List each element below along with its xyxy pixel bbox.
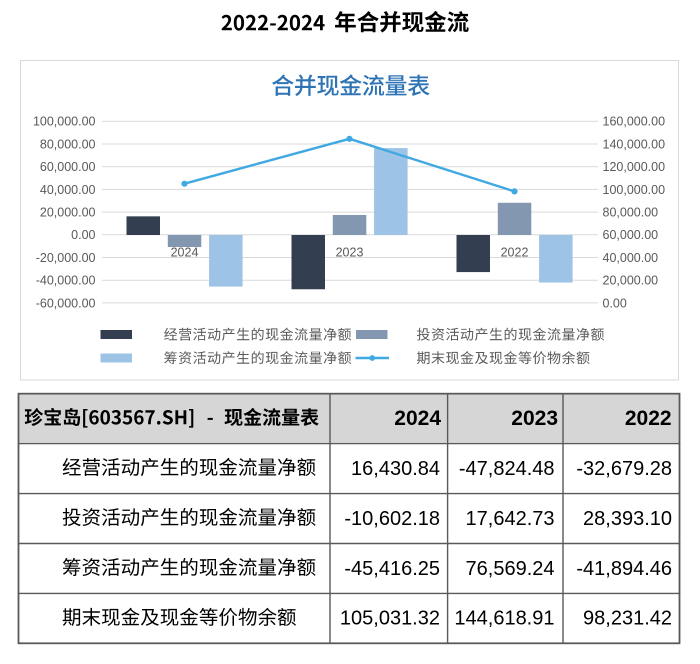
svg-text:-45,416.25: -45,416.25 bbox=[344, 558, 440, 580]
svg-text:160,000.00: 160,000.00 bbox=[603, 115, 666, 129]
svg-text:28,393.10: 28,393.10 bbox=[583, 508, 672, 530]
svg-text:40,000.00: 40,000.00 bbox=[603, 251, 659, 265]
svg-text:17,642.73: 17,642.73 bbox=[466, 508, 555, 530]
svg-text:0.00: 0.00 bbox=[603, 296, 627, 310]
svg-text:-47,824.48: -47,824.48 bbox=[459, 458, 555, 480]
svg-text:2022: 2022 bbox=[501, 245, 529, 259]
svg-text:98,231.42: 98,231.42 bbox=[583, 608, 672, 630]
svg-text:-60,000.00: -60,000.00 bbox=[36, 296, 96, 310]
svg-text:2024: 2024 bbox=[394, 407, 441, 430]
svg-text:100,000.00: 100,000.00 bbox=[33, 115, 96, 129]
svg-text:120,000.00: 120,000.00 bbox=[603, 160, 666, 174]
svg-text:-41,894.46: -41,894.46 bbox=[576, 558, 672, 580]
svg-text:60,000.00: 60,000.00 bbox=[603, 228, 659, 242]
svg-text:-40,000.00: -40,000.00 bbox=[36, 274, 96, 288]
svg-text:0.00: 0.00 bbox=[71, 228, 95, 242]
svg-text:105,031.32: 105,031.32 bbox=[340, 608, 440, 630]
svg-text:100,000.00: 100,000.00 bbox=[603, 183, 666, 197]
svg-text:60,000.00: 60,000.00 bbox=[40, 160, 96, 174]
svg-text:2023: 2023 bbox=[511, 407, 558, 430]
svg-text:2023: 2023 bbox=[336, 245, 364, 259]
svg-text:20,000.00: 20,000.00 bbox=[603, 274, 659, 288]
svg-text:80,000.00: 80,000.00 bbox=[603, 206, 659, 220]
svg-text:-20,000.00: -20,000.00 bbox=[36, 251, 96, 265]
svg-text:40,000.00: 40,000.00 bbox=[40, 183, 96, 197]
svg-text:-10,602.18: -10,602.18 bbox=[344, 508, 440, 530]
svg-text:80,000.00: 80,000.00 bbox=[40, 137, 96, 151]
svg-text:2024: 2024 bbox=[171, 245, 199, 259]
svg-text:2022: 2022 bbox=[625, 407, 672, 430]
svg-text:-32,679.28: -32,679.28 bbox=[576, 458, 672, 480]
svg-text:144,618.91: 144,618.91 bbox=[454, 608, 554, 630]
svg-text:76,569.24: 76,569.24 bbox=[466, 558, 555, 580]
svg-text:140,000.00: 140,000.00 bbox=[603, 137, 666, 151]
svg-text:20,000.00: 20,000.00 bbox=[40, 206, 96, 220]
svg-text:16,430.84: 16,430.84 bbox=[351, 458, 440, 480]
